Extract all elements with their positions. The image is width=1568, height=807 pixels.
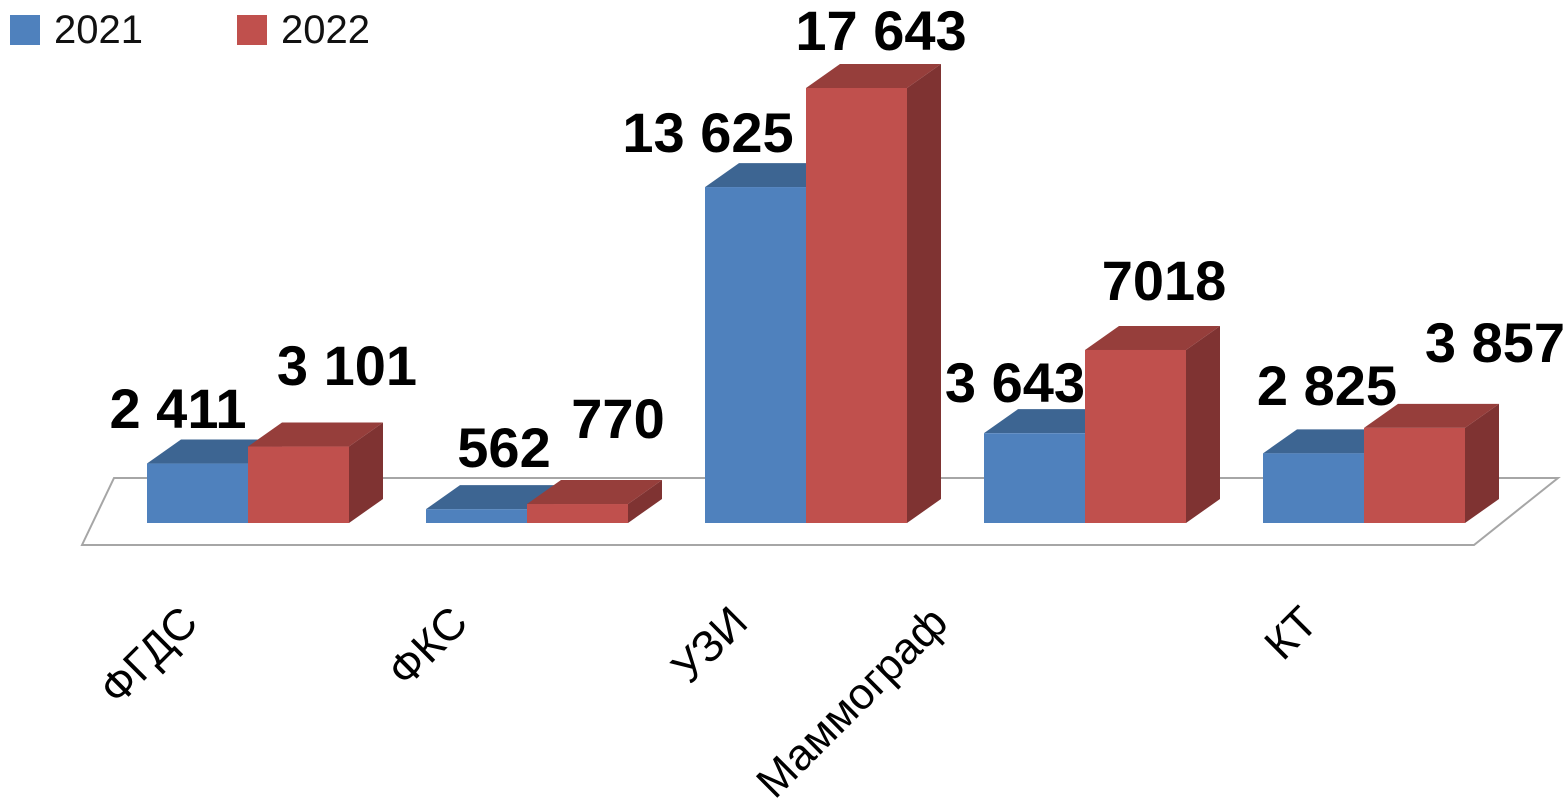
category-label-2: УЗИ [662,597,757,692]
data-label-2021-2: 13 625 [622,101,793,164]
bar-2022-1-side [628,480,662,523]
bar-2022-2-front [806,88,907,523]
category-label-1: ФКС [379,597,478,696]
data-label-2022-1: 770 [571,387,664,450]
legend: 2021 2022 [10,4,464,56]
data-label-2022-0: 3 101 [277,334,417,397]
bar-2022-3-side [1186,325,1220,523]
bar-2021-1-top [426,485,561,510]
data-label-2021-1: 562 [457,416,550,479]
bar-2022-3-front [1085,349,1186,523]
legend-swatch-2022 [236,15,267,45]
data-label-2021-4: 2 825 [1257,354,1397,417]
bar-2021-1-front [426,509,527,523]
data-label-2022-4: 3 857 [1425,311,1565,374]
bar-2021-2-front [705,187,806,524]
bar-2021-4-front [1263,453,1364,523]
bar-2022-3 [1085,325,1220,523]
bar-2022-0-top [248,422,383,447]
category-label-0: ФГДС [90,597,207,714]
legend-item-2022: 2022 [236,8,370,52]
category-label-4: КТ [1255,597,1327,669]
bar-2022-2-side [907,64,941,523]
bar-2022-1 [527,480,662,523]
bar-2022-4 [1364,403,1499,523]
data-label-2021-0: 2 411 [109,377,246,440]
bar-2022-0-side [349,422,383,523]
category-label-3: Маммограф [747,597,957,807]
bar-2022-0 [248,422,383,523]
data-label-2022-3: 7018 [1102,249,1227,312]
bar-2022-4-side [1465,403,1499,523]
legend-item-2021: 2021 [10,10,143,50]
bar-2022-0-front [248,446,349,523]
data-label-2021-3: 3 643 [945,351,1085,414]
bars [147,64,1499,524]
bar-2022-2-top [806,64,941,88]
legend-swatch-2021 [10,15,40,45]
bar-2021-0-front [147,463,248,523]
bar-2022-2 [806,64,941,523]
data-label-2022-2: 17 643 [795,0,966,62]
bar-2021-3-front [984,433,1085,523]
bar-2022-4-front [1364,427,1465,523]
bar-2022-4-top [1364,403,1499,428]
legend-label-2022: 2022 [280,8,370,52]
bar-2022-1-top [527,480,662,505]
legend-label-2021: 2021 [54,8,143,52]
bar-2022-3-top [1085,325,1220,350]
bar-2022-1-front [527,504,628,523]
